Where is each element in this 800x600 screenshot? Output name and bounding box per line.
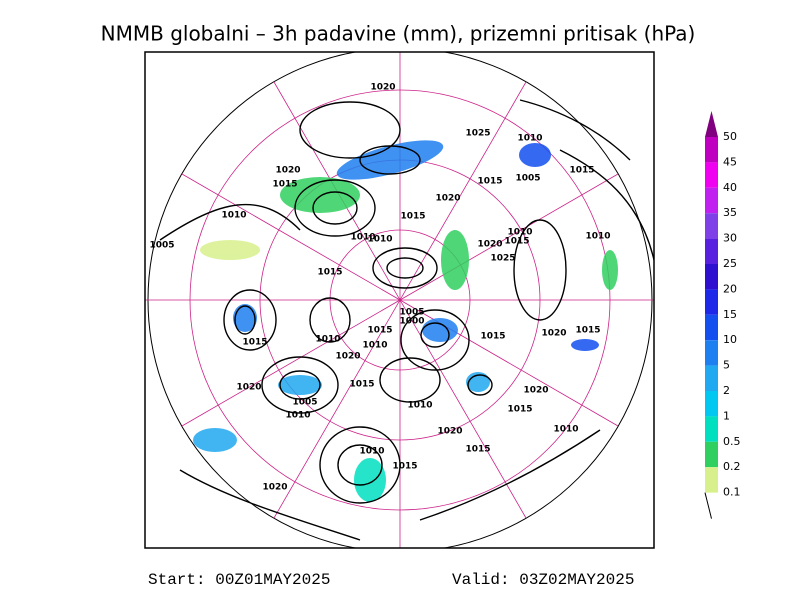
colorbar-box	[705, 238, 718, 264]
colorbar-box	[705, 162, 718, 188]
colorbar-box	[705, 441, 718, 468]
colorbar-box	[705, 264, 718, 290]
colorbar-box	[705, 365, 718, 391]
isobar-label: 1015	[504, 237, 529, 247]
isobar-label: 1005	[515, 174, 540, 184]
isobar-label: 1015	[480, 332, 505, 342]
isobar-label: 1005	[292, 398, 317, 408]
isobar-label: 1015	[507, 405, 532, 415]
isobar-label: 1015	[465, 445, 490, 455]
isobar-label: 1010	[553, 425, 578, 435]
colorbar-label: 0.1	[723, 486, 741, 499]
colorbar-label: 30	[723, 232, 737, 245]
isobar-label: 1015	[392, 462, 417, 472]
isobar-label: 1005	[149, 241, 174, 251]
isobar-label: 1015	[349, 380, 374, 390]
isobar-label: 1020	[523, 386, 548, 396]
colorbar-box	[705, 187, 718, 214]
colorbar-box	[705, 289, 718, 315]
isobar-label: 1010	[359, 447, 384, 457]
valid-time: Valid: 03Z02MAY2025	[452, 571, 634, 589]
isobar-label: 1020	[275, 166, 300, 176]
isobar-label: 1020	[477, 240, 502, 250]
colorbar-box	[705, 137, 718, 163]
colorbar-label: 2	[723, 384, 730, 397]
isobar-label: 1010	[221, 211, 246, 221]
colorbar-box	[705, 467, 718, 493]
isobar-label: 1020	[541, 329, 566, 339]
colorbar-tail	[704, 492, 712, 519]
isobar-label: 1020	[335, 352, 360, 362]
colorbar: 50 45 40 35 30 25 20 15 10 5 2 1 0.5 0.2 0.1	[704, 111, 741, 519]
colorbar-box	[705, 213, 718, 239]
colorbar-label: 15	[723, 308, 737, 321]
isobar-label: 1010	[285, 411, 310, 421]
colorbar-label: 1	[723, 409, 730, 422]
isobar-label: 1015	[242, 338, 267, 348]
isobar-label: 1020	[236, 383, 261, 393]
precipitation	[193, 140, 618, 502]
colorbar-label: 10	[723, 333, 737, 346]
isobar-label: 1000	[399, 317, 424, 327]
isobar-label: 1010	[407, 401, 432, 411]
colorbar-label: 45	[723, 155, 737, 168]
isobar-label: 1010	[585, 232, 610, 242]
colorbar-label: 35	[723, 206, 737, 219]
colorbar-cap	[705, 111, 718, 137]
colorbar-box	[705, 314, 718, 341]
colorbar-label: 50	[723, 130, 737, 143]
isobar-label: 1020	[435, 194, 460, 204]
isobar-label: 1020	[370, 83, 395, 93]
isobar-label: 1010	[362, 341, 387, 351]
colorbar-box	[705, 340, 718, 366]
isobar-label: 1025	[465, 129, 490, 139]
isobar-label: 1010	[507, 228, 532, 238]
colorbar-label: 5	[723, 359, 730, 372]
isobar-label: 1015	[569, 166, 594, 176]
isobar-label: 1015	[400, 212, 425, 222]
isobar-label: 1010	[367, 235, 392, 245]
colorbar-label: 0.5	[723, 435, 741, 448]
colorbar-box	[705, 416, 718, 442]
colorbar-label: 20	[723, 282, 737, 295]
isobar-label: 1020	[262, 483, 287, 493]
isobar-label: 1015	[317, 268, 342, 278]
isobar-label: 1010	[315, 335, 340, 345]
colorbar-label: 40	[723, 181, 737, 194]
map-area	[145, 52, 654, 548]
isobars	[159, 99, 654, 541]
isobar-label: 1005	[399, 308, 424, 318]
isobar-label: 1015	[477, 177, 502, 187]
isobar-label: 1025	[490, 254, 515, 264]
isobar-label: 1015	[575, 326, 600, 336]
isobar-label: 1015	[272, 180, 297, 190]
isobar-label: 1015	[367, 326, 392, 336]
isobar-label: 1010	[517, 134, 542, 144]
colorbar-box	[705, 391, 718, 417]
map-frame	[144, 51, 655, 549]
isobar-label: 1010	[350, 233, 375, 243]
isobar-label: 1020	[437, 427, 462, 437]
colorbar-label: 0.2	[723, 460, 741, 473]
start-time: Start: 00Z01MAY2025	[148, 571, 330, 589]
colorbar-label: 25	[723, 257, 737, 270]
title: NMMB globalni – 3h padavine (mm), prizem…	[101, 22, 696, 46]
